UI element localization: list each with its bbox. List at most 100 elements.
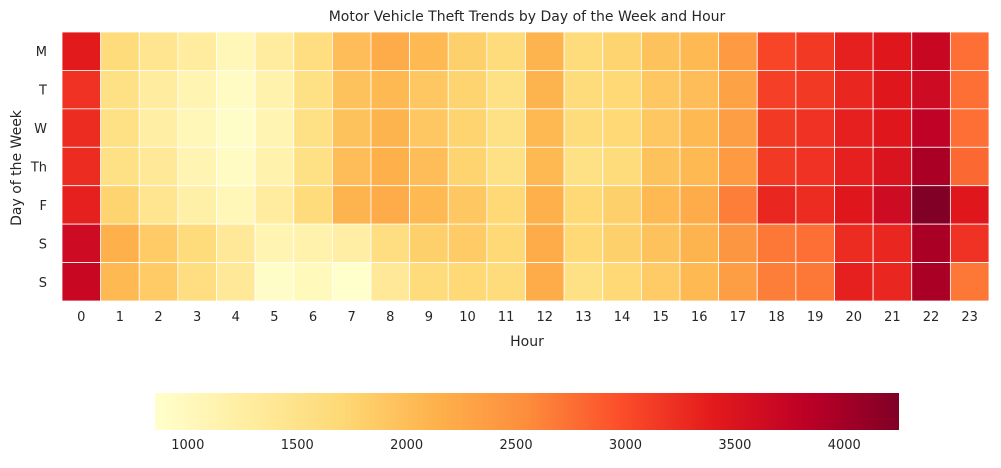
y-tick-label: W — [34, 122, 47, 137]
heatmap-cell — [834, 262, 874, 302]
heatmap-cell — [61, 31, 102, 71]
heatmap-cell — [177, 70, 217, 110]
heatmap-cell — [718, 108, 758, 148]
heatmap-cell — [602, 262, 642, 302]
heatmap-cell — [254, 223, 295, 263]
heatmap-cell — [293, 146, 333, 187]
heatmap-cell — [602, 185, 642, 225]
heatmap-cell — [177, 262, 217, 302]
heatmap-cell — [331, 185, 372, 225]
heatmap-cell — [640, 185, 681, 225]
heatmap-cell — [640, 262, 681, 302]
heatmap-cell — [486, 31, 526, 71]
x-tick-label: 10 — [459, 310, 476, 325]
y-tick-label: Th — [30, 161, 47, 176]
heatmap-cell — [756, 223, 797, 263]
heatmap-cell — [795, 108, 835, 148]
heatmap-cell — [679, 31, 720, 71]
heatmap-cell — [216, 70, 256, 110]
heatmap-cell — [679, 70, 720, 110]
heatmap-cell — [872, 185, 913, 225]
heatmap-cell — [563, 223, 604, 263]
heatmap-cell — [679, 262, 720, 302]
heatmap-cell — [216, 262, 256, 302]
heatmap-cell — [949, 70, 990, 110]
x-tick-label: 13 — [575, 310, 592, 325]
heatmap-cell — [640, 108, 681, 148]
chart-title: Motor Vehicle Theft Trends by Day of the… — [329, 9, 726, 25]
x-tick-label: 11 — [498, 310, 515, 325]
heatmap-cell — [293, 185, 333, 225]
heatmap-cell — [216, 223, 256, 263]
heatmap-cell — [795, 185, 835, 225]
heatmap-cell — [486, 70, 526, 110]
colorbar-tick-label: 2500 — [500, 438, 533, 453]
x-tick-label: 7 — [348, 310, 356, 325]
heatmap-cell — [100, 31, 140, 71]
x-tick-label: 20 — [846, 310, 863, 325]
heatmap-cell — [872, 262, 913, 302]
heatmap-cell — [911, 223, 951, 263]
heatmap-cell — [138, 223, 179, 263]
heatmap-cell — [911, 262, 951, 302]
heatmap-cell — [949, 223, 990, 263]
heatmap-cell — [409, 31, 449, 71]
heatmap-cell — [679, 223, 720, 263]
heatmap-cell — [409, 70, 449, 110]
heatmap-cell — [293, 108, 333, 148]
heatmap-cell — [100, 146, 140, 187]
x-tick-label: 23 — [961, 310, 978, 325]
x-tick-label: 0 — [77, 310, 85, 325]
heatmap-cell — [254, 70, 295, 110]
x-tick-label: 5 — [270, 310, 278, 325]
heatmap-cell — [100, 70, 140, 110]
heatmap-cell — [138, 185, 179, 225]
heatmap-cell — [525, 108, 565, 148]
heatmap-cell — [563, 70, 604, 110]
heatmap-cell — [911, 31, 951, 71]
heatmap-cell — [61, 223, 102, 263]
heatmap-cell — [447, 108, 488, 148]
heatmap-cell — [911, 146, 951, 187]
heatmap-cell — [254, 185, 295, 225]
colorbar — [155, 393, 899, 430]
heatmap-cell — [718, 146, 758, 187]
colorbar-tick-label: 1500 — [281, 438, 314, 453]
x-tick-label: 6 — [309, 310, 317, 325]
x-tick-label: 3 — [193, 310, 201, 325]
heatmap-cell — [486, 262, 526, 302]
heatmap-cell — [602, 223, 642, 263]
heatmap-cell — [718, 70, 758, 110]
heatmap-cell — [177, 108, 217, 148]
heatmap-cell — [563, 108, 604, 148]
heatmap-cell — [911, 108, 951, 148]
heatmap-cell — [138, 31, 179, 71]
heatmap-cell — [834, 146, 874, 187]
heatmap-cell — [949, 185, 990, 225]
heatmap-cell — [293, 223, 333, 263]
x-tick-label: 12 — [537, 310, 554, 325]
heatmap-cell — [949, 31, 990, 71]
heatmap-cell — [409, 262, 449, 302]
heatmap-cell — [447, 70, 488, 110]
heatmap-cell — [293, 262, 333, 302]
x-axis-label: Hour — [510, 334, 544, 350]
heatmap-cell — [563, 262, 604, 302]
heatmap-cell — [138, 262, 179, 302]
x-tick-label: 21 — [884, 310, 901, 325]
colorbar-tick-label: 2000 — [390, 438, 423, 453]
heatmap-cell — [795, 146, 835, 187]
colorbar-ticks: 1000 1500 2000 2500 3000 3500 4000 — [171, 438, 861, 453]
heatmap-cell — [911, 185, 951, 225]
x-tick-label: 17 — [730, 310, 747, 325]
heatmap-cell — [370, 70, 411, 110]
x-tick-label: 8 — [386, 310, 394, 325]
heatmap-cell — [679, 146, 720, 187]
heatmap-cell — [177, 223, 217, 263]
heatmap-cell — [254, 108, 295, 148]
heatmap-cell — [756, 70, 797, 110]
heatmap-cell — [834, 31, 874, 71]
y-tick-label: S — [39, 237, 47, 252]
heatmap-cell — [679, 185, 720, 225]
